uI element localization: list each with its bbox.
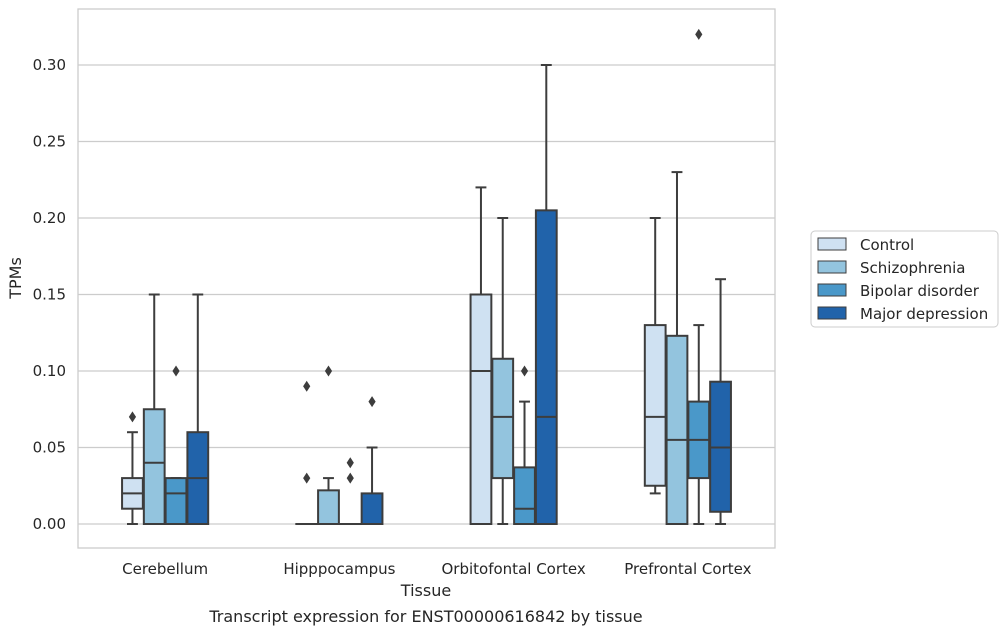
- outlier-point: [172, 365, 180, 377]
- legend-swatch-2: [817, 283, 847, 297]
- x-tick-label: Cerebellum: [122, 560, 208, 578]
- x-tick-label: Orbitofontal Cortex: [442, 560, 586, 578]
- y-tick-label: 0.10: [33, 362, 66, 380]
- box-iqr: [164, 477, 188, 526]
- legend-label: Control: [860, 236, 914, 254]
- box-iqr: [469, 293, 493, 525]
- y-tick-label: 0.25: [33, 133, 66, 151]
- box-2-3: [534, 64, 558, 525]
- outlier-point: [303, 472, 311, 484]
- y-axis-label: TPMs: [6, 257, 25, 300]
- outlier-point: [346, 472, 354, 484]
- box-iqr: [534, 209, 558, 525]
- box-2-0: [469, 186, 493, 525]
- box-0-0: [121, 411, 144, 525]
- box-iqr: [643, 324, 667, 487]
- box-iqr: [142, 408, 166, 525]
- chart-caption: Transcript expression for ENST0000061684…: [208, 607, 642, 626]
- box-iqr: [317, 489, 340, 525]
- box-iqr: [360, 492, 384, 525]
- box-1-1: [317, 365, 340, 525]
- box-1-3: [360, 396, 384, 525]
- box-2-1: [491, 217, 515, 525]
- plot-frame: [77, 8, 776, 549]
- outlier-point: [324, 365, 333, 377]
- y-tick-label: 0.05: [33, 439, 66, 457]
- boxes: [121, 28, 732, 526]
- box-iqr: [513, 466, 536, 526]
- box-iqr: [491, 357, 515, 480]
- y-tick-label: 0.00: [33, 515, 66, 533]
- x-tick-labels: Cerebellum Hipppocampus Orbitofontal Corte…: [122, 560, 751, 578]
- y-tick-label: 0.15: [33, 286, 66, 304]
- legend: Control Schizophrenia Bipolar disorder Majo…: [810, 230, 999, 328]
- box-3-1: [665, 171, 689, 525]
- box-0-1: [142, 293, 166, 525]
- outlier-point: [695, 28, 703, 40]
- box-3-3: [709, 278, 732, 525]
- legend-label: Major depression: [860, 305, 988, 323]
- legend-swatch-0: [817, 237, 847, 251]
- legend-label: Bipolar disorder: [860, 282, 980, 300]
- y-tick-label: 0.30: [33, 56, 66, 74]
- legend-swatch-1: [817, 260, 847, 274]
- box-0-2: [164, 365, 188, 526]
- outlier-point: [128, 411, 137, 423]
- box-3-2: [687, 28, 711, 525]
- outlier-point: [303, 380, 311, 392]
- outlier-point: [368, 396, 376, 408]
- legend-label: Schizophrenia: [860, 259, 965, 277]
- box-iqr: [665, 334, 689, 525]
- outlier-point: [346, 457, 354, 469]
- x-tick-label: Hipppocampus: [283, 560, 395, 578]
- y-tick-labels: 0.00 0.05 0.10 0.15 0.20 0.25 0.30: [33, 56, 66, 533]
- box-0-3: [186, 293, 210, 526]
- outlier-point: [520, 365, 529, 377]
- x-axis-label: Tissue: [400, 581, 451, 600]
- y-tick-label: 0.20: [33, 209, 66, 227]
- legend-box: [810, 230, 999, 328]
- box-1-0: [295, 380, 319, 526]
- x-tick-label: Prefrontal Cortex: [624, 560, 751, 578]
- legend-swatch-3: [817, 306, 847, 320]
